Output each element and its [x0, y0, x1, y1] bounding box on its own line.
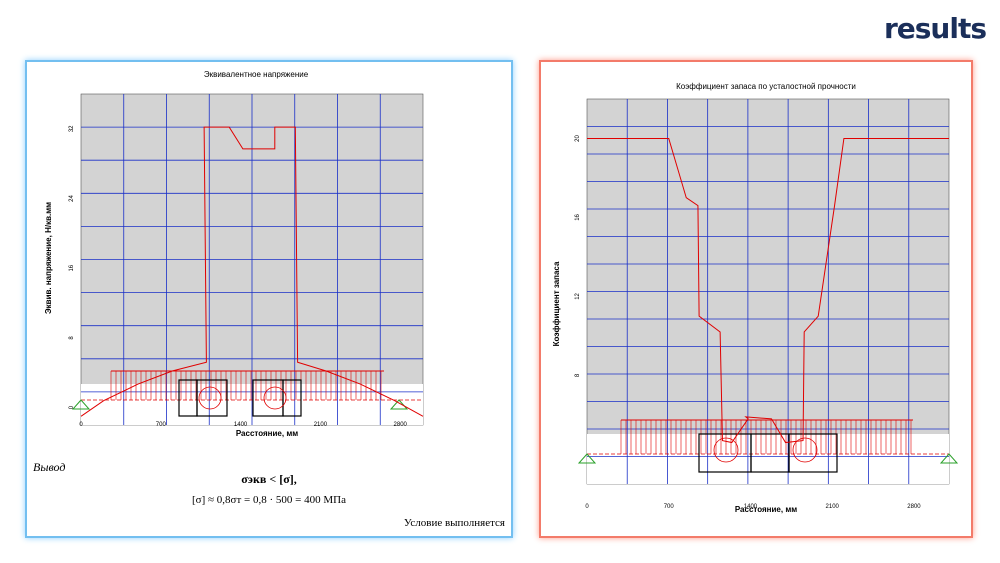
x-tick-label: 700 — [156, 422, 167, 428]
fatigue-safety-factor-chart: Коэффициент запаса по усталостной прочно… — [552, 82, 959, 514]
chart-title: Эквивалентное напряжение — [204, 70, 309, 79]
x-tick-label: 2100 — [826, 504, 840, 510]
chart-title: Коэффициент запаса по усталостной прочно… — [676, 82, 856, 91]
shaft-section — [788, 433, 838, 473]
y-tick-label: 8 — [69, 336, 75, 340]
shaft-section — [196, 379, 228, 417]
y-tick-label: 16 — [575, 213, 581, 220]
conclusion-label: Вывод — [33, 460, 66, 474]
y-tick-label: 12 — [575, 292, 581, 299]
y-tick-label: 8 — [575, 373, 581, 377]
condition-status-text: Условие выполняется — [403, 517, 505, 529]
schematic-strip — [587, 434, 949, 484]
y-axis-label: Коэффициент запаса — [552, 261, 561, 346]
x-tick-label: 0 — [79, 422, 83, 428]
moment-symbol — [792, 437, 818, 463]
x-tick-label: 0 — [585, 504, 589, 510]
support-icon — [577, 453, 597, 464]
fatigue-safety-factor-panel: Коэффициент запаса по усталостной прочно… — [539, 60, 973, 538]
results-heading: results — [883, 12, 987, 45]
x-tick-label: 2800 — [907, 504, 921, 510]
y-tick-label: 0 — [69, 405, 75, 409]
stress-condition-formula: σэкв < [σ], — [241, 472, 297, 486]
moment-symbol — [263, 386, 287, 410]
y-tick-label: 32 — [69, 125, 75, 132]
support-icon — [71, 399, 91, 410]
data-series-line — [80, 126, 424, 417]
x-tick-label: 2100 — [314, 422, 328, 428]
support-icon — [389, 399, 409, 410]
y-tick-label: 20 — [575, 134, 581, 141]
moment-symbol — [198, 386, 222, 410]
x-tick-label: 2800 — [394, 422, 408, 428]
equivalent-stress-chart: Эквивалентное напряжение Расстояние, мм … — [44, 70, 424, 438]
support-icon — [939, 453, 959, 464]
x-tick-label: 1400 — [234, 422, 248, 428]
y-tick-label: 16 — [69, 264, 75, 271]
x-axis-label: Расстояние, мм — [236, 429, 298, 438]
x-axis-label: Расстояние, мм — [735, 505, 797, 514]
allowable-stress-formula: [σ] ≈ 0,8σт = 0,8 · 500 = 400 МПа — [192, 494, 346, 506]
equivalent-stress-panel: Эквивалентное напряжение Расстояние, мм … — [25, 60, 513, 538]
data-series-line — [587, 137, 949, 444]
x-tick-label: 700 — [664, 504, 675, 510]
shaft-section — [282, 379, 302, 417]
y-tick-label: 24 — [69, 195, 75, 202]
y-axis-label: Эквив. напряжение, Н/кв.мм — [44, 202, 53, 314]
moment-symbol — [713, 437, 739, 463]
x-tick-label: 1400 — [744, 504, 758, 510]
